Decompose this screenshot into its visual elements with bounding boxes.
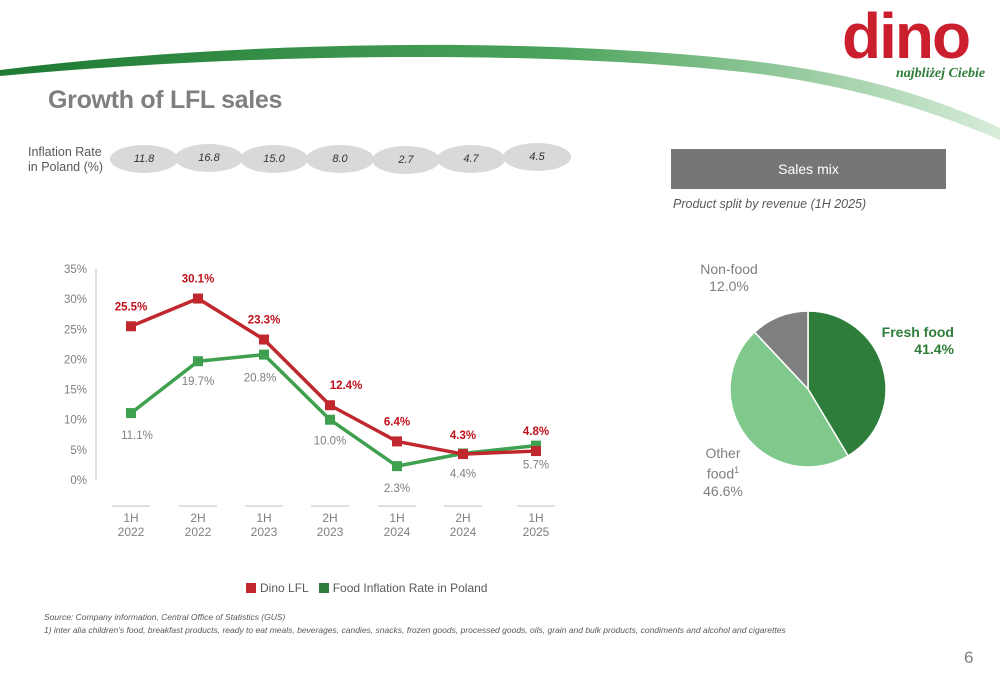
data-point-food-inflation xyxy=(126,408,136,419)
pie-label-other-food-line1: Other xyxy=(705,445,741,461)
y-tick-label: 35% xyxy=(64,264,87,276)
data-point-food-inflation xyxy=(531,440,541,451)
pie-label-non-food-value: 12.0% xyxy=(709,278,749,294)
data-point-dino-lfl xyxy=(531,446,541,457)
page-title: Growth of LFL sales xyxy=(48,86,283,114)
y-tick-label: 15% xyxy=(64,385,87,397)
data-point-dino-lfl xyxy=(126,321,136,332)
data-point-dino-lfl xyxy=(325,400,335,411)
sales-mix-subtitle: Product split by revenue (1H 2025) xyxy=(673,197,867,211)
legend-item-dino-lfl: Dino LFL xyxy=(246,581,309,595)
x-tick-label: 1H xyxy=(123,511,138,525)
x-tick-label: 2023 xyxy=(317,525,344,539)
data-point-dino-lfl xyxy=(193,293,203,304)
pie-label-other-food-footnote-mark: 1 xyxy=(734,465,740,475)
data-label-dino-lfl: 12.4% xyxy=(330,380,363,392)
source-note: Source: Company information, Central Off… xyxy=(44,612,286,622)
y-tick-label: 10% xyxy=(64,415,87,427)
page-number: 6 xyxy=(964,648,974,667)
footnote: 1) inter alia children’s food, breakfast… xyxy=(44,625,786,635)
y-tick-label: 30% xyxy=(64,294,87,306)
pie-label-other-food-value: 46.6% xyxy=(703,482,743,499)
y-tick-label: 25% xyxy=(64,324,87,336)
inflation-pill: 4.7 xyxy=(437,145,505,173)
x-tick-label: 2H xyxy=(190,511,205,525)
data-point-food-inflation xyxy=(193,356,203,367)
data-label-dino-lfl: 4.3% xyxy=(450,430,476,442)
logo-wordmark: dino xyxy=(842,0,971,72)
pie-slice-fresh-food xyxy=(807,310,887,457)
y-tick-label: 5% xyxy=(70,445,87,457)
data-label-food-inflation: 11.1% xyxy=(121,430,153,442)
legend-swatch-food-inflation xyxy=(318,583,329,593)
pie-slice-other-food xyxy=(729,331,850,468)
pie-label-other-food: Other food1 46.6% xyxy=(690,445,756,500)
legend-item-food-inflation: Food Inflation Rate in Poland xyxy=(318,581,488,595)
x-tick-label: 1H xyxy=(256,511,271,525)
x-tick-label: 2022 xyxy=(185,525,212,539)
inflation-pill: 11.8 xyxy=(110,145,178,173)
inflation-label-line1: Inflation Rate xyxy=(28,145,102,159)
data-point-dino-lfl xyxy=(458,449,468,460)
legend-swatch-dino-lfl xyxy=(246,583,256,593)
sales-mix-pie-chart xyxy=(729,310,887,468)
data-label-food-inflation: 20.8% xyxy=(244,373,277,385)
inflation-pill: 15.0 xyxy=(240,145,308,173)
data-label-dino-lfl: 30.1% xyxy=(182,274,215,286)
pie-label-non-food-name: Non-food xyxy=(700,261,758,277)
pie-label-fresh-food: Fresh food 41.4% xyxy=(868,324,954,358)
data-label-dino-lfl: 25.5% xyxy=(115,301,148,313)
data-point-food-inflation xyxy=(259,349,269,360)
series-line-food-inflation xyxy=(129,352,537,468)
chart-legend: Dino LFL Food Inflation Rate in Poland xyxy=(246,581,497,595)
pie-slice-non-food xyxy=(753,310,809,391)
pie-label-other-food-line2: food1 xyxy=(690,462,756,483)
inflation-pill: 16.8 xyxy=(175,144,243,172)
data-label-dino-lfl: 23.3% xyxy=(248,315,281,327)
inflation-pill: 2.7 xyxy=(372,146,440,174)
pie-label-other-food-word: food xyxy=(706,465,735,482)
sales-mix-header: Sales mix xyxy=(671,149,946,189)
inflation-rate-label: Inflation Rate in Poland (%) xyxy=(28,145,118,175)
logo-tagline: najbliżej Ciebie xyxy=(896,66,986,81)
x-tick-label: 2024 xyxy=(450,525,477,539)
x-tick-label: 1H xyxy=(528,511,543,525)
data-point-food-inflation xyxy=(325,414,335,425)
pie-label-fresh-food-value: 41.4% xyxy=(914,341,954,357)
data-label-food-inflation: 2.3% xyxy=(384,483,410,495)
pie-label-fresh-food-name: Fresh food xyxy=(881,324,954,340)
data-label-dino-lfl: 4.8% xyxy=(523,426,549,438)
x-tick-label: 2H xyxy=(455,511,470,525)
x-tick-label: 1H xyxy=(389,511,404,525)
inflation-label-line2: in Poland (%) xyxy=(28,160,104,174)
inflation-pill: 4.5 xyxy=(503,143,571,171)
lfl-line-chart: 0%5%10%15%20%25%30%35%1H20222H20221H2023… xyxy=(64,264,555,539)
legend-label-food-inflation: Food Inflation Rate in Poland xyxy=(332,581,488,595)
data-point-dino-lfl xyxy=(392,436,402,447)
data-point-dino-lfl xyxy=(259,334,269,345)
x-tick-label: 2022 xyxy=(118,525,145,539)
data-label-food-inflation: 10.0% xyxy=(314,436,347,448)
x-tick-label: 2H xyxy=(322,511,337,525)
dino-logo: dino najbliżej Ciebie xyxy=(840,4,995,90)
data-label-food-inflation: 5.7% xyxy=(523,460,549,472)
data-label-food-inflation: 4.4% xyxy=(450,468,476,480)
legend-label-dino-lfl: Dino LFL xyxy=(260,581,309,595)
header-swoosh xyxy=(0,44,1000,141)
x-tick-label: 2023 xyxy=(251,525,278,539)
y-tick-label: 20% xyxy=(64,354,87,366)
inflation-pill: 8.0 xyxy=(306,145,374,173)
x-tick-label: 2024 xyxy=(384,525,411,539)
y-tick-label: 0% xyxy=(70,475,87,487)
pie-label-non-food: Non-food 12.0% xyxy=(690,261,768,295)
data-label-dino-lfl: 6.4% xyxy=(384,416,410,428)
data-point-food-inflation xyxy=(392,461,402,472)
x-tick-label: 2025 xyxy=(523,525,550,539)
data-label-food-inflation: 19.7% xyxy=(182,376,215,388)
